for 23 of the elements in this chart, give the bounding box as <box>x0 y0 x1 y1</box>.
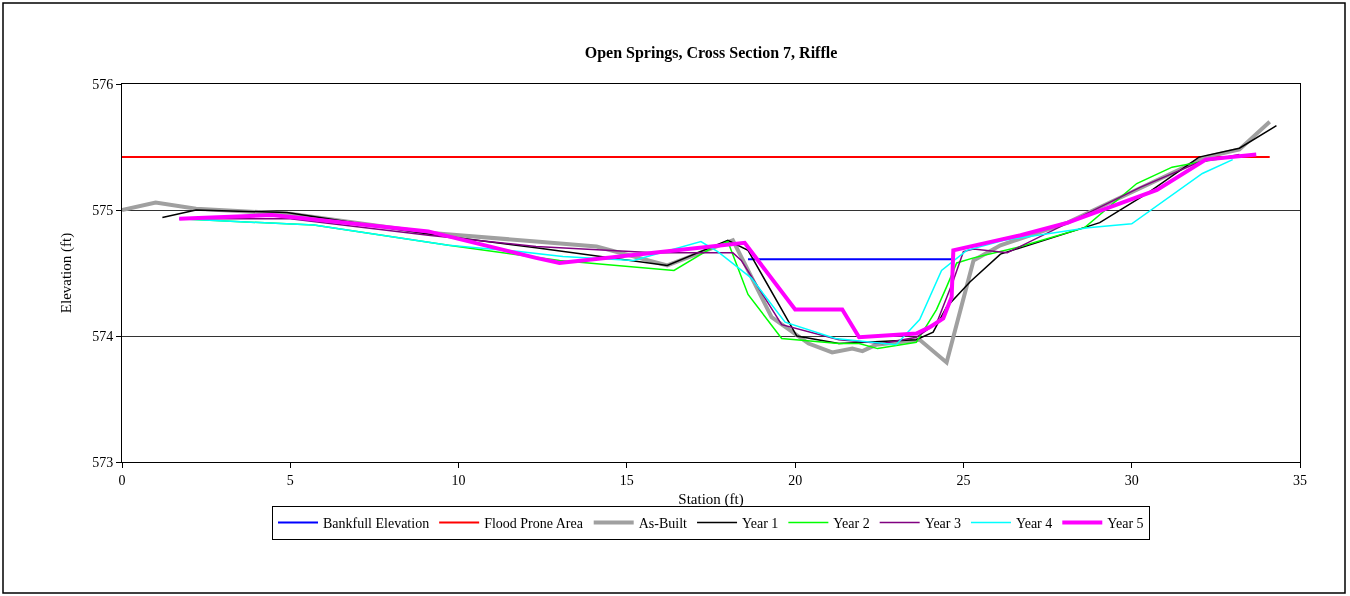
legend-label: Year 1 <box>742 516 779 532</box>
x-tick-label: 35 <box>1293 472 1307 488</box>
x-tick-label: 15 <box>619 472 634 488</box>
chart-title: Open Springs, Cross Section 7, Riffle <box>584 43 838 62</box>
x-axis-title: Station (ft) <box>678 490 744 508</box>
x-tick-label: 30 <box>1124 472 1139 488</box>
legend-label: Year 3 <box>924 516 961 532</box>
x-tick-label: 20 <box>788 472 803 488</box>
legend-label: Bankfull Elevation <box>323 516 430 532</box>
y-tick-label: 576 <box>92 76 114 92</box>
y-tick-label: 575 <box>92 202 114 218</box>
legend-label: Year 4 <box>1015 516 1053 532</box>
legend-label: As-Built <box>638 516 688 532</box>
legend-label: Year 5 <box>1107 516 1144 532</box>
x-tick-label: 10 <box>451 472 466 488</box>
x-tick-label: 5 <box>286 472 294 488</box>
legend-label: Year 2 <box>833 516 870 532</box>
x-tick-label: 0 <box>118 472 126 488</box>
y-axis-title: Elevation (ft) <box>58 232 76 314</box>
y-tick-label: 573 <box>92 454 114 470</box>
y-tick-label: 574 <box>92 328 114 344</box>
x-tick-label: 25 <box>956 472 971 488</box>
legend-label: Flood Prone Area <box>484 516 584 532</box>
